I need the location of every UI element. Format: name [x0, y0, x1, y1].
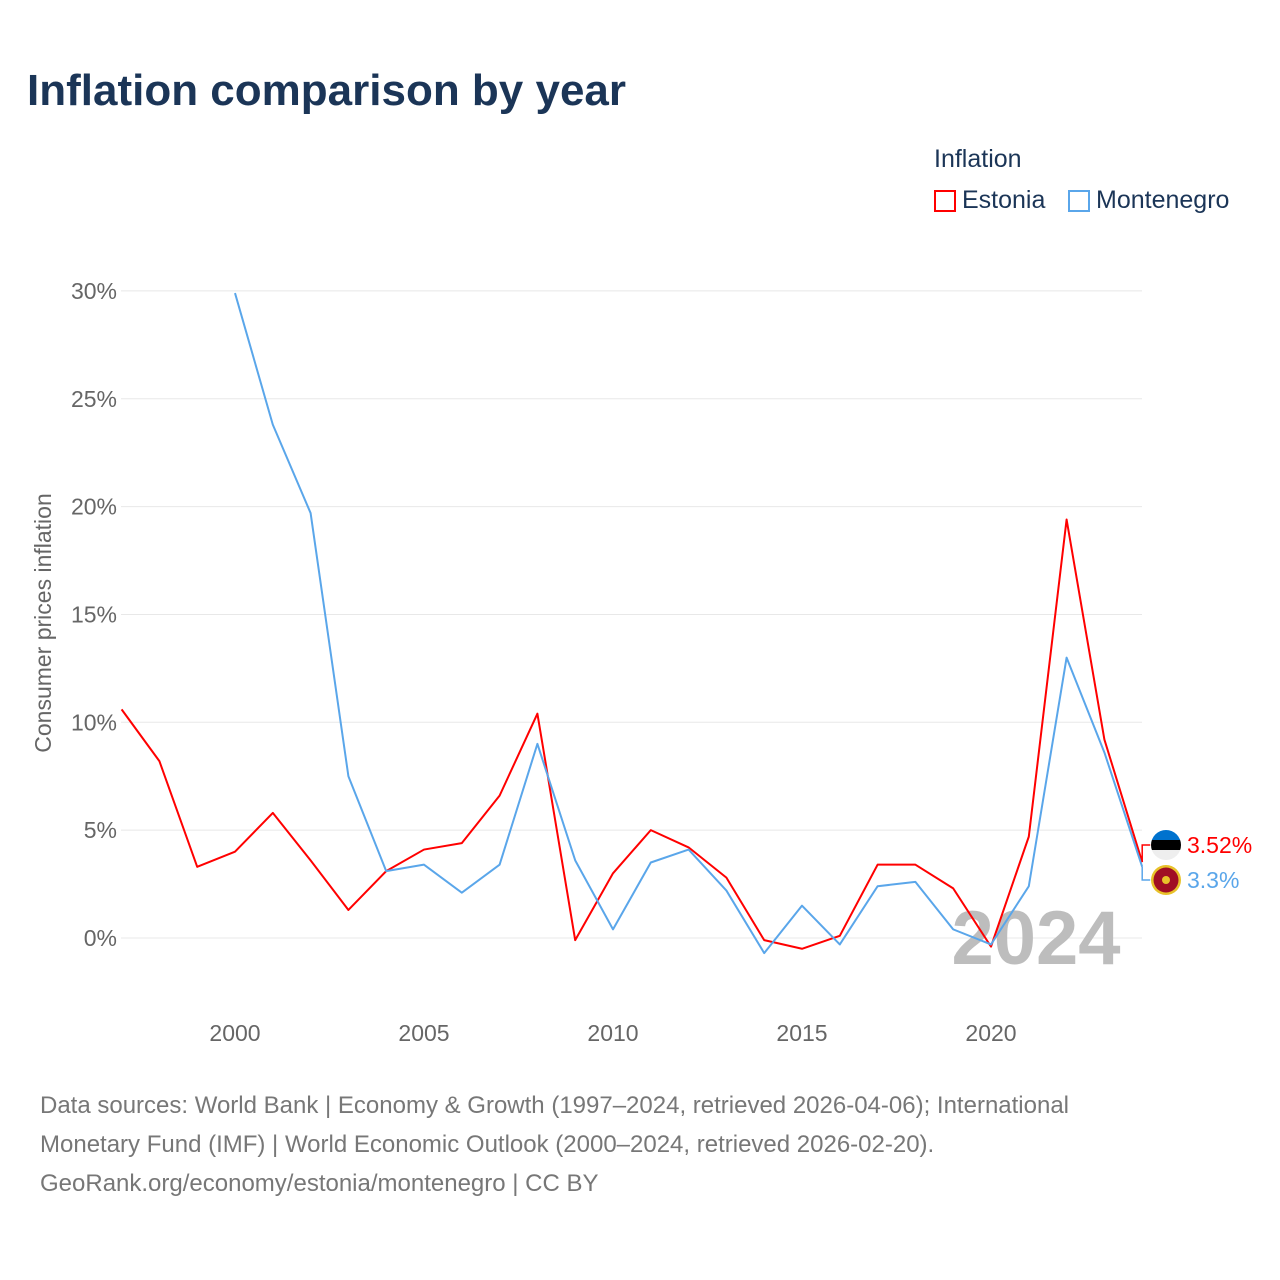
data-point-montenegro[interactable] — [1064, 655, 1070, 661]
data-point-estonia[interactable] — [308, 857, 314, 863]
y-tick-label: 5% — [84, 817, 117, 843]
data-point-montenegro[interactable] — [799, 903, 805, 909]
year-watermark: 2024 — [951, 896, 1120, 981]
y-tick-label: 30% — [71, 278, 117, 304]
data-point-estonia[interactable] — [156, 758, 162, 764]
data-point-estonia[interactable] — [610, 870, 616, 876]
data-point-montenegro[interactable] — [648, 860, 654, 866]
data-point-montenegro[interactable] — [534, 741, 540, 747]
x-tick-label: 2010 — [587, 1020, 638, 1046]
y-axis-label: Consumer prices inflation — [30, 493, 56, 753]
legend-label: Estonia — [962, 186, 1046, 214]
legend-item-estonia[interactable]: Estonia — [934, 186, 1045, 215]
data-point-montenegro[interactable] — [950, 926, 956, 932]
legend-swatch-montenegro — [1068, 189, 1090, 212]
data-point-estonia[interactable] — [875, 862, 881, 868]
flag-montenegro-icon — [1151, 865, 1181, 895]
data-point-montenegro[interactable] — [988, 941, 994, 947]
data-point-estonia[interactable] — [459, 840, 465, 846]
y-tick-label: 0% — [84, 925, 117, 951]
data-point-estonia[interactable] — [837, 933, 843, 939]
data-point-estonia[interactable] — [497, 793, 503, 799]
data-point-estonia[interactable] — [648, 827, 654, 833]
data-point-montenegro[interactable] — [1026, 883, 1032, 889]
data-point-montenegro[interactable] — [723, 888, 729, 894]
data-point-montenegro[interactable] — [686, 847, 692, 853]
data-point-montenegro[interactable] — [345, 773, 351, 779]
footer-line[interactable]: GeoRank.org/economy/estonia/montenegro |… — [40, 1170, 599, 1197]
data-point-estonia[interactable] — [1064, 517, 1070, 523]
end-connector — [1141, 866, 1151, 881]
data-point-estonia[interactable] — [912, 862, 918, 868]
legend-swatch-estonia — [934, 189, 956, 212]
data-point-estonia[interactable] — [194, 864, 200, 870]
data-point-estonia[interactable] — [534, 711, 540, 717]
data-point-montenegro[interactable] — [1101, 749, 1107, 755]
y-tick-label: 25% — [71, 386, 117, 412]
data-point-montenegro[interactable] — [421, 862, 427, 868]
x-tick-label: 2020 — [965, 1020, 1016, 1046]
legend-item-montenegro[interactable]: Montenegro — [1068, 186, 1229, 215]
data-point-estonia[interactable] — [572, 937, 578, 943]
footer-line: Data sources: World Bank | Economy & Gro… — [40, 1092, 1070, 1119]
data-point-montenegro[interactable] — [308, 510, 314, 516]
flag-estonia-icon — [1151, 830, 1181, 860]
data-point-montenegro[interactable] — [383, 868, 389, 874]
data-point-montenegro[interactable] — [610, 926, 616, 932]
data-point-estonia[interactable] — [761, 937, 767, 943]
data-point-estonia[interactable] — [270, 810, 276, 816]
end-value-label: 3.3% — [1187, 867, 1239, 893]
data-point-montenegro[interactable] — [497, 862, 503, 868]
data-point-estonia[interactable] — [950, 885, 956, 891]
data-point-estonia[interactable] — [1026, 834, 1032, 840]
x-tick-label: 2005 — [398, 1020, 449, 1046]
series-line-estonia — [120, 518, 1144, 950]
data-point-montenegro[interactable] — [459, 890, 465, 896]
footer-sources: Data sources: World Bank | Economy & Gro… — [40, 1086, 1240, 1203]
data-point-montenegro[interactable] — [837, 941, 843, 947]
series-line-montenegro — [234, 292, 1144, 955]
end-connector — [1141, 844, 1151, 863]
data-point-estonia[interactable] — [723, 875, 729, 881]
data-point-estonia[interactable] — [119, 706, 125, 712]
data-point-montenegro[interactable] — [232, 290, 238, 296]
end-value-label: 3.52% — [1187, 832, 1252, 858]
data-point-montenegro[interactable] — [270, 422, 276, 428]
data-point-estonia[interactable] — [345, 907, 351, 913]
data-point-montenegro[interactable] — [572, 857, 578, 863]
data-point-estonia[interactable] — [1101, 737, 1107, 743]
footer-line: Monetary Fund (IMF) | World Economic Out… — [40, 1131, 935, 1158]
x-tick-label: 2015 — [776, 1020, 827, 1046]
y-tick-label: 15% — [71, 601, 117, 627]
data-point-montenegro[interactable] — [875, 883, 881, 889]
chart-title: Inflation comparison by year — [27, 66, 627, 115]
line-chart: 0%5%10%15%20%25%30%2000 2005 2010 2015 2020 … — [30, 278, 1252, 1046]
data-point-montenegro[interactable] — [761, 950, 767, 956]
y-tick-label: 20% — [71, 494, 117, 520]
data-point-montenegro[interactable] — [912, 879, 918, 885]
data-point-estonia[interactable] — [232, 849, 238, 855]
x-tick-label: 2000 — [209, 1020, 260, 1046]
data-point-estonia[interactable] — [799, 946, 805, 952]
y-tick-label: 10% — [71, 709, 117, 735]
legend-label: Montenegro — [1096, 186, 1230, 214]
data-point-estonia[interactable] — [421, 847, 427, 853]
legend-title: Inflation — [934, 145, 1022, 173]
